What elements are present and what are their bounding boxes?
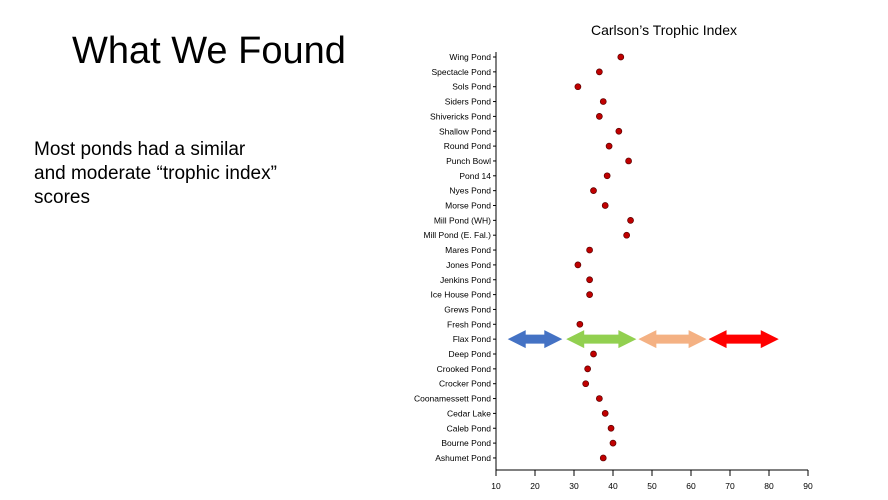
category-label: Round Pond (444, 141, 492, 151)
category-label: Mill Pond (E. Fal.) (423, 230, 491, 240)
data-point (590, 350, 597, 358)
category-label: Nyes Pond (449, 186, 491, 196)
chart-axes: 10 20 30 40 50 60 70 80 90 (491, 52, 813, 491)
x-tick-label: 50 (647, 481, 657, 491)
data-point (599, 454, 607, 462)
x-tick-label: 10 (491, 481, 501, 491)
data-point (586, 291, 593, 298)
category-label: Bourne Pond (441, 438, 491, 448)
data-point (595, 113, 603, 120)
category-label: Coonamessett Pond (414, 394, 491, 404)
data-point (574, 83, 582, 91)
category-label: Deep Pond (448, 349, 491, 359)
x-tick-label: 30 (569, 481, 579, 491)
slide-title: What We Found (72, 30, 346, 72)
range-arrow (566, 330, 637, 349)
category-label: Mares Pond (445, 245, 491, 255)
category-label: Spectacle Pond (431, 67, 491, 77)
body-line-3: scores (34, 187, 90, 208)
category-label: Ashumet Pond (435, 453, 491, 463)
category-label: Jenkins Pond (440, 275, 491, 285)
data-point (576, 320, 584, 328)
category-labels: Wing Pond Spectacle Pond Sols Pond Siders P… (414, 52, 496, 463)
category-label: Fresh Pond (447, 319, 491, 329)
category-label: Shallow Pond (439, 126, 491, 136)
data-point (586, 276, 593, 284)
data-point (574, 261, 582, 269)
category-label: Cedar Lake (447, 408, 491, 418)
data-point (582, 380, 590, 388)
range-arrow (708, 330, 779, 349)
data-point (584, 365, 592, 373)
x-tick-label: 80 (764, 481, 774, 491)
category-label: Punch Bowl (446, 156, 491, 166)
data-point (601, 410, 609, 417)
data-point (609, 439, 617, 447)
range-arrow (638, 330, 707, 349)
data-point (607, 424, 615, 432)
data-point (627, 217, 634, 224)
x-tick-label: 60 (686, 481, 696, 491)
data-point (617, 53, 625, 61)
x-tick-label: 70 (725, 481, 735, 491)
category-label: Morse Pond (445, 201, 491, 211)
category-label: Ice House Pond (431, 290, 492, 300)
data-point (601, 202, 609, 209)
category-label: Jones Pond (446, 260, 491, 270)
category-label: Sols Pond (452, 82, 491, 92)
x-tick-label: 90 (803, 481, 813, 491)
data-point (615, 127, 623, 135)
category-label: Mill Pond (WH) (434, 215, 491, 225)
category-label: Siders Pond (445, 97, 492, 107)
data-point (623, 231, 631, 239)
category-label: Pond 14 (459, 171, 491, 181)
x-tick-label: 40 (608, 481, 618, 491)
data-point (599, 98, 607, 105)
data-points (574, 53, 634, 462)
range-arrows (507, 330, 779, 349)
data-point (595, 68, 603, 76)
body-line-2: and moderate “trophic index” (34, 163, 277, 184)
slide-body-text: Most ponds had a similar and moderate “t… (34, 138, 334, 210)
x-tick-label: 20 (530, 481, 540, 491)
category-label: Caleb Pond (447, 423, 492, 433)
category-label: Flax Pond (453, 334, 492, 344)
category-label: Shivericks Pond (430, 111, 491, 121)
data-point (625, 157, 632, 165)
category-label: Crooked Pond (437, 364, 492, 374)
data-point (605, 142, 613, 150)
range-arrow (507, 330, 563, 349)
data-point (586, 246, 593, 254)
category-label: Crocker Pond (439, 379, 491, 389)
data-point (603, 172, 611, 180)
data-point (595, 395, 603, 402)
body-line-1: Most ponds had a similar (34, 139, 246, 160)
category-label: Grews Pond (444, 304, 491, 314)
data-point (590, 187, 597, 194)
category-label: Wing Pond (449, 52, 491, 62)
chart-title: Carlson’s Trophic Index (591, 22, 737, 38)
